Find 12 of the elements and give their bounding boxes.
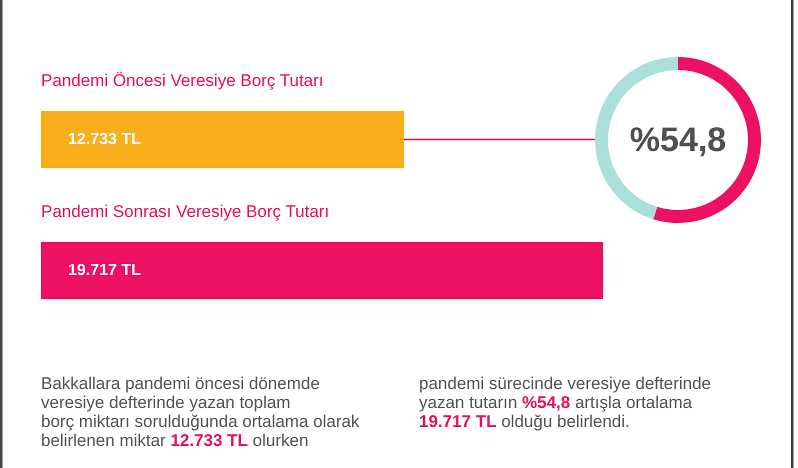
y-tick-label: Pandemi Öncesi Veresiye Borç Tutarı bbox=[41, 71, 324, 90]
text: yazan tutarın %54,8 artışla ortalama bbox=[419, 393, 693, 412]
text: pandemi sürecinde veresiye defterinde bbox=[419, 374, 712, 393]
data-label: 12.733 TL bbox=[68, 131, 142, 148]
data-label: %54,8 bbox=[630, 121, 726, 159]
text: belirlenen miktar 12.733 TL olurken bbox=[41, 431, 308, 450]
data-label: 19.717 TL bbox=[68, 262, 142, 279]
text: veresiye defterinde yazan toplam bbox=[41, 393, 290, 412]
text: 19.717 TL olduğu belirlendi. bbox=[419, 412, 630, 431]
text: Bakkallara pandemi öncesi dönemde bbox=[41, 374, 320, 393]
y-tick-label: Pandemi Sonrası Veresiye Borç Tutarı bbox=[41, 202, 330, 221]
text: borç miktarı sorulduğunda ortalama olarak bbox=[41, 412, 360, 431]
